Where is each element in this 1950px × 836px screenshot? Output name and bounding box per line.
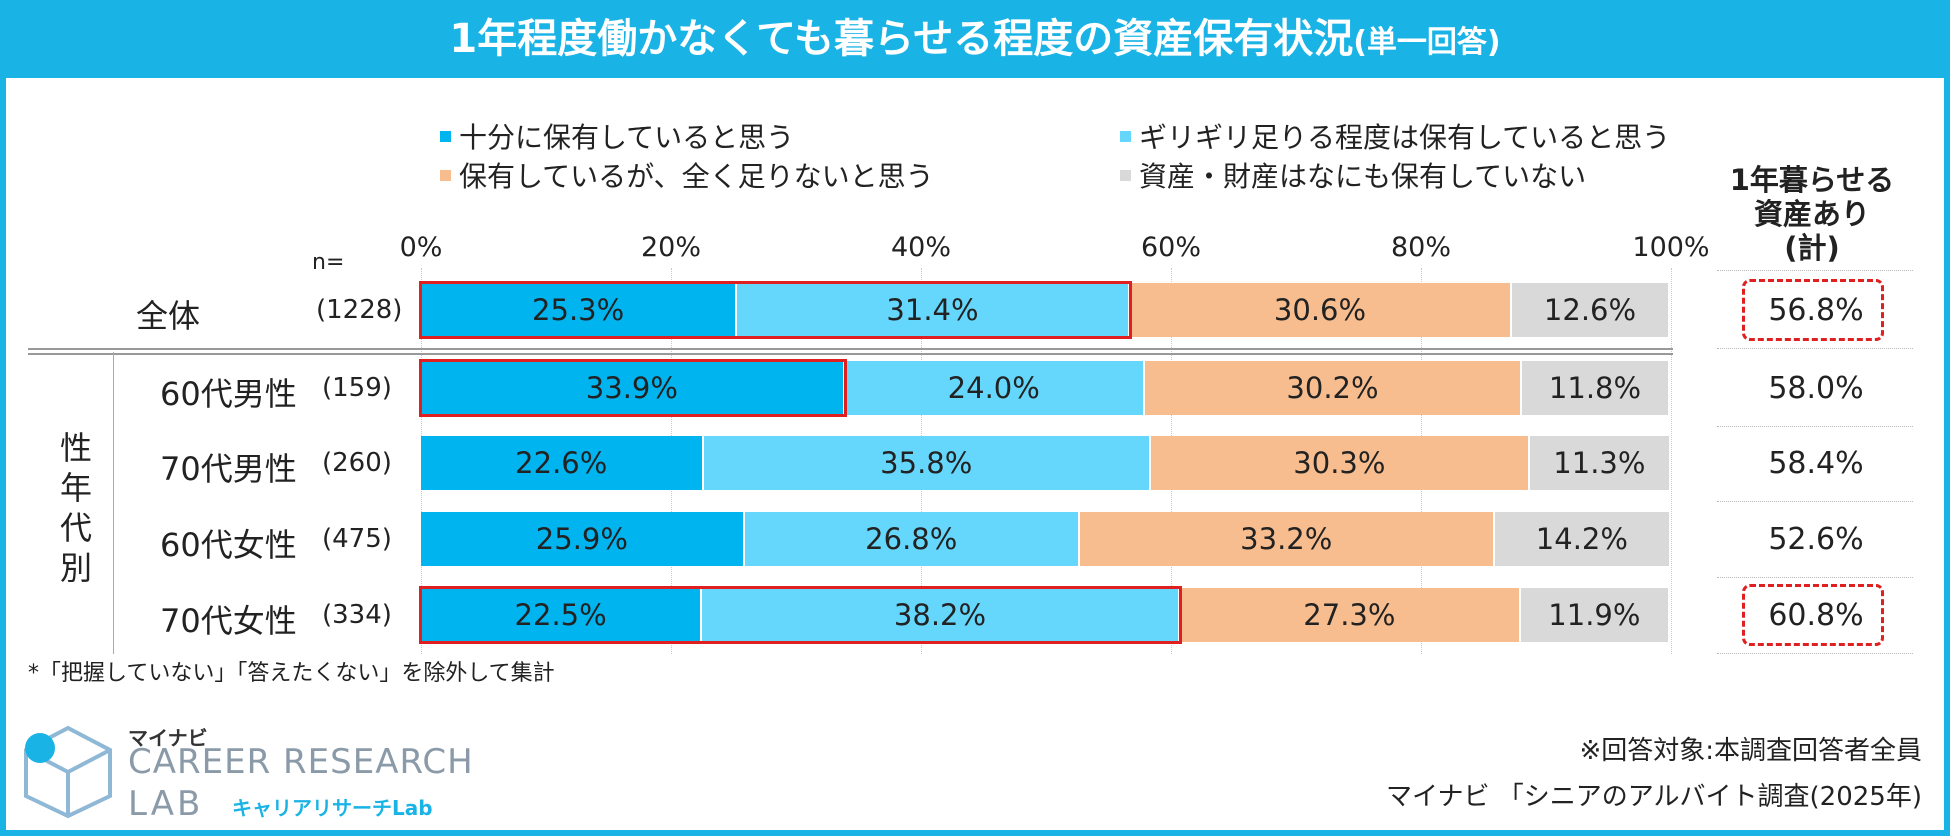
bar-segment: 24.0% bbox=[844, 361, 1145, 415]
row-n-label: (159) bbox=[322, 373, 392, 403]
sum-header-line-3: (計) bbox=[1784, 231, 1840, 265]
bar-segment: 26.8% bbox=[744, 512, 1080, 566]
row-n-label: (475) bbox=[322, 524, 392, 554]
row-n-label: (260) bbox=[322, 448, 392, 478]
row-label: 60代男性 bbox=[160, 375, 297, 413]
x-tick-label: 60% bbox=[1140, 232, 1202, 263]
logo-icon bbox=[24, 725, 112, 819]
bar-segment: 27.3% bbox=[1179, 588, 1521, 642]
sum-header-line-1: 1年暮らせる bbox=[1729, 163, 1895, 197]
sum-highlight-box bbox=[1742, 279, 1884, 341]
group-label: 性年代別 bbox=[58, 428, 94, 588]
legend-item-1: 十分に保有していると思う bbox=[440, 116, 794, 156]
bar-segment: 31.4% bbox=[737, 283, 1130, 337]
credit-target: ※回答対象:本調査回答者全員 bbox=[1579, 736, 1922, 766]
group-label-char: 年 bbox=[59, 469, 92, 507]
sum-value: 58.0% bbox=[1768, 371, 1864, 406]
row-label: 70代女性 bbox=[160, 602, 297, 640]
row-label: 70代男性 bbox=[160, 450, 297, 488]
sum-header-line-2: 資産あり bbox=[1753, 197, 1870, 231]
bar-segment: 33.9% bbox=[421, 361, 845, 415]
legend-swatch-2 bbox=[1120, 130, 1131, 142]
credit-source: マイナビ 「シニアのアルバイト調査(2025年) bbox=[1386, 782, 1922, 812]
legend-label-4: 資産・財産はなにも保有していない bbox=[1139, 160, 1587, 193]
sum-separator bbox=[1717, 577, 1913, 578]
title-sub: (単一回答) bbox=[1353, 25, 1501, 60]
x-tick-label: 100% bbox=[1632, 232, 1710, 263]
sum-separator bbox=[1717, 348, 1913, 349]
footnote: *「把握していない」「答えたくない」を除外して集計 bbox=[28, 661, 555, 686]
sum-separator bbox=[1717, 501, 1913, 502]
legend-item-4: 資産・財産はなにも保有していない bbox=[1120, 155, 1586, 195]
bar-segment: 22.5% bbox=[421, 588, 703, 642]
gridline bbox=[1671, 268, 1672, 654]
bar-segment: 11.3% bbox=[1529, 436, 1671, 490]
x-tick-label: 0% bbox=[399, 232, 443, 263]
highlight-box bbox=[419, 586, 1182, 644]
legend-label-3: 保有しているが、全く足りないと思う bbox=[459, 160, 934, 193]
group-label-char: 別 bbox=[59, 549, 92, 587]
group-label-char: 代 bbox=[59, 509, 92, 547]
title-main: 1年程度働かなくても暮らせる程度の資産保有状況 bbox=[449, 16, 1354, 62]
logo-subtext: キャリアリサーチLab bbox=[232, 796, 433, 820]
n-label: n= bbox=[312, 250, 345, 275]
highlight-box bbox=[419, 359, 847, 417]
bar-segment: 11.9% bbox=[1521, 588, 1670, 642]
legend-label-1: 十分に保有していると思う bbox=[459, 121, 795, 154]
bar-segment: 30.2% bbox=[1144, 361, 1523, 415]
sum-header: 1年暮らせる 資産あり (計) bbox=[1712, 163, 1912, 265]
bar-segment: 35.8% bbox=[703, 436, 1151, 490]
sum-separator bbox=[1717, 270, 1913, 271]
sum-value: 60.8% bbox=[1768, 598, 1864, 633]
bar-segment: 14.2% bbox=[1494, 512, 1671, 566]
legend-swatch-4 bbox=[1120, 169, 1131, 181]
row-n-label: (1228) bbox=[316, 295, 403, 325]
bar-segment: 22.6% bbox=[421, 436, 704, 490]
highlight-box bbox=[419, 281, 1132, 339]
sum-highlight-box bbox=[1742, 584, 1884, 646]
bar-segment: 25.3% bbox=[421, 283, 738, 337]
sum-separator bbox=[1717, 653, 1913, 654]
logo-lab: LAB bbox=[128, 784, 204, 824]
sum-value: 58.4% bbox=[1768, 446, 1864, 481]
x-tick-label: 80% bbox=[1390, 232, 1452, 263]
bar-segment: 38.2% bbox=[702, 588, 1180, 642]
sum-separator bbox=[1717, 426, 1913, 427]
bar-segment: 12.6% bbox=[1512, 283, 1670, 337]
legend-label-2: ギリギリ足りる程度は保有していると思う bbox=[1139, 121, 1671, 154]
bar-segment: 30.3% bbox=[1151, 436, 1530, 490]
legend-item-3: 保有しているが、全く足りないと思う bbox=[440, 155, 934, 195]
row-label: 60代女性 bbox=[160, 526, 297, 564]
bar-segment: 30.6% bbox=[1129, 283, 1513, 337]
total-divider bbox=[28, 348, 1673, 355]
bar-segment: 25.9% bbox=[421, 512, 745, 566]
sum-value: 52.6% bbox=[1768, 522, 1864, 557]
group-bracket-line bbox=[113, 352, 114, 654]
legend-item-2: ギリギリ足りる程度は保有していると思う bbox=[1120, 116, 1670, 156]
logo-brand: マイナビ bbox=[128, 726, 208, 750]
x-tick-label: 40% bbox=[890, 232, 952, 263]
group-label-char: 性 bbox=[59, 429, 92, 467]
bar-segment: 11.8% bbox=[1522, 361, 1670, 415]
row-label: 全体 bbox=[136, 297, 201, 335]
chart-title: 1年程度働かなくても暮らせる程度の資産保有状況(単一回答) bbox=[0, 0, 1950, 78]
row-n-label: (334) bbox=[322, 600, 392, 630]
bar-segment: 33.2% bbox=[1079, 512, 1495, 566]
x-tick-label: 20% bbox=[640, 232, 702, 263]
logo-text: CAREER RESEARCH bbox=[128, 742, 474, 782]
legend-swatch-1 bbox=[440, 130, 451, 142]
legend-swatch-3 bbox=[440, 169, 451, 181]
sum-value: 56.8% bbox=[1768, 293, 1864, 328]
